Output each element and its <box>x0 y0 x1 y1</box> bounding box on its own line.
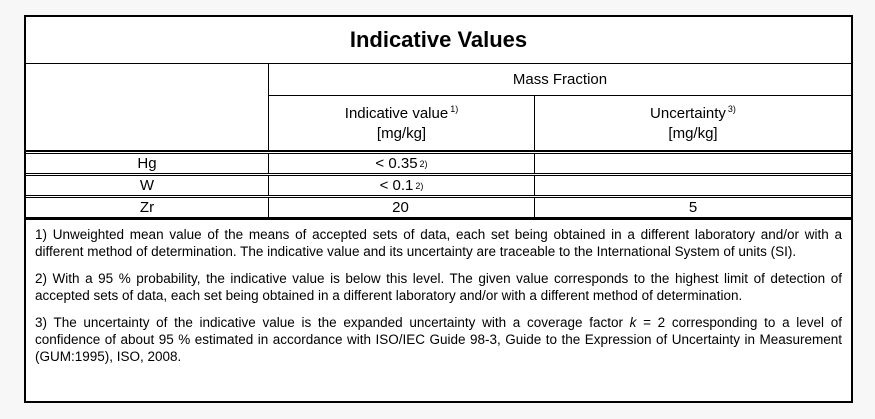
indicative-value-unit: [mg/kg] <box>376 125 427 142</box>
indicative-values-table: Indicative Values Mass Fraction Indicati… <box>24 15 853 403</box>
footnote-3-text-after: = 2 corresponding to a level of confiden… <box>35 314 842 365</box>
uncertainty-unit: [mg/kg] <box>668 125 718 142</box>
table-row-hg: Hg < 0.35 2) <box>26 153 851 174</box>
element-symbol: W <box>26 176 269 195</box>
mass-fraction-group: Mass Fraction Indicative value 1) [mg/kg]… <box>269 64 851 150</box>
table-title: Indicative Values <box>26 17 851 64</box>
table-row-w: W < 0.1 2) <box>26 175 851 196</box>
uncertainty-cell <box>535 176 851 195</box>
element-symbol: Hg <box>26 154 269 173</box>
group-header-mass-fraction: Mass Fraction <box>269 64 851 96</box>
header-grid: Mass Fraction Indicative value 1) [mg/kg]… <box>26 64 851 150</box>
footnote-3: 3) The uncertainty of the indicative val… <box>35 314 842 366</box>
footnotes-block: 1) Unweighted mean value of the means of… <box>26 218 851 401</box>
indicative-value-label: Indicative value 1) <box>345 104 458 124</box>
table-body: Hg < 0.35 2) W < 0.1 2) Zr 20 5 <box>26 152 851 218</box>
uncertainty-cell: 5 <box>688 199 698 216</box>
uncertainty-label: Uncertainty 3) <box>650 104 736 124</box>
indicative-value-text: < 0.1 <box>379 177 414 194</box>
footnote-3-coverage-factor-k: k <box>629 314 637 330</box>
footnote-3-text-before: 3) The uncertainty of the indicative val… <box>35 314 630 330</box>
indicative-value-label-text: Indicative value <box>344 105 449 122</box>
table-row-zr: Zr 20 5 <box>26 197 851 218</box>
indicative-value-text: 20 <box>392 199 409 216</box>
indicative-value-cell: < 0.35 2) <box>269 154 535 173</box>
indicative-value-text: < 0.35 <box>375 155 418 172</box>
uncertainty-cell <box>535 154 851 173</box>
footnote-1: 1) Unweighted mean value of the means of… <box>35 227 842 260</box>
corner-empty-cell <box>26 64 269 150</box>
table-header-block: Indicative Values Mass Fraction Indicati… <box>26 17 851 152</box>
uncertainty-footnote-ref: 3) <box>727 104 736 114</box>
indicative-value-cell: < 0.1 2) <box>269 176 535 195</box>
column-header-uncertainty: Uncertainty 3) [mg/kg] <box>535 96 851 150</box>
uncertainty-label-text: Uncertainty <box>650 105 726 122</box>
element-symbol: Zr <box>26 198 269 217</box>
column-header-indicative-value: Indicative value 1) [mg/kg] <box>269 96 535 150</box>
footnote-2: 2) With a 95 % probability, the indicati… <box>35 270 842 304</box>
indicative-value-footnote-ref: 1) <box>450 104 459 114</box>
indicative-value-cell: 20 <box>269 198 535 217</box>
column-header-row: Indicative value 1) [mg/kg] Uncertainty 3)… <box>269 96 851 150</box>
